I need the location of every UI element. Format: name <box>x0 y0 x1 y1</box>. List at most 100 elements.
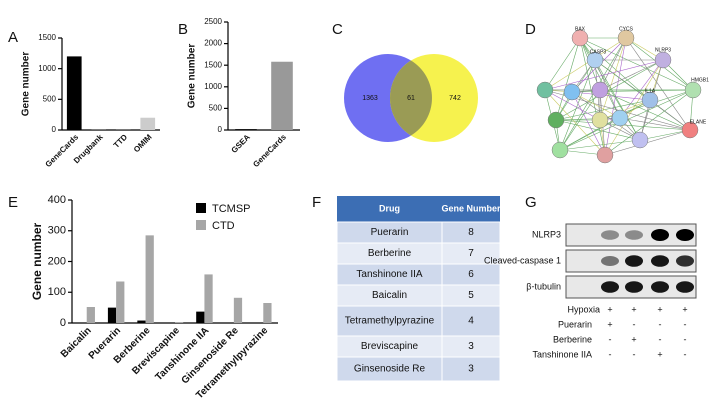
network: BAX CYCS CASP3 NLRP3 HMGB1 IL1A ELANE <box>536 26 709 164</box>
node-label: CASP3 <box>590 49 607 55</box>
bar <box>271 61 293 130</box>
band <box>651 255 669 267</box>
y-tick-label: 500 <box>209 104 223 113</box>
network-node <box>617 29 635 47</box>
bar <box>140 117 156 130</box>
network-edge <box>559 117 621 151</box>
y-tick-label: 500 <box>43 94 57 103</box>
network-edge <box>594 59 641 141</box>
network-edge <box>599 59 664 91</box>
treatment-sign: + <box>631 334 636 344</box>
band <box>601 230 619 240</box>
network-edge <box>599 99 651 121</box>
treatment-sign: - <box>659 319 662 329</box>
network-edge <box>571 91 621 119</box>
y-tick-label: 0 <box>60 317 66 329</box>
table-row <box>336 221 501 244</box>
panel-label: F <box>312 194 321 211</box>
table-row <box>336 284 501 307</box>
network-edge <box>559 59 596 151</box>
network-edge <box>544 89 601 121</box>
table-cell: Tanshinone IIA <box>356 269 422 280</box>
network-node <box>547 111 565 129</box>
band-label: β-tubulin <box>526 281 561 291</box>
table-header-cell: Drug <box>379 203 400 213</box>
legend-label: TCMSP <box>212 203 251 215</box>
y-tick-label: 400 <box>48 194 66 206</box>
bar <box>233 297 243 323</box>
x-tick-label: GeneCards <box>44 132 81 169</box>
bar <box>175 322 184 323</box>
network-node <box>631 131 649 149</box>
network-edge <box>619 117 691 131</box>
network-node <box>654 51 672 69</box>
bar <box>86 307 95 323</box>
x-tick-label: TTD <box>112 132 130 150</box>
treatment-label: Hypoxia <box>567 304 600 314</box>
table-row <box>336 242 501 265</box>
band <box>676 255 694 267</box>
network-node <box>563 83 581 101</box>
treatment-label: Berberine <box>553 334 592 344</box>
bar <box>137 320 146 323</box>
panel-label: C <box>332 21 343 38</box>
network-edge <box>544 37 581 91</box>
table-row <box>336 356 501 382</box>
network-edge <box>559 139 641 151</box>
network-edge <box>604 59 664 156</box>
node-label: CYCS <box>619 26 634 32</box>
table-cell: 6 <box>468 269 474 280</box>
treatment-sign: + <box>657 349 662 359</box>
table-cell: 3 <box>468 341 474 352</box>
bar <box>263 303 272 323</box>
network-edge <box>579 37 694 91</box>
network-edge <box>555 99 651 121</box>
table-cell: Berberine <box>368 248 412 259</box>
table-cell: 7 <box>468 248 474 259</box>
treatment-sign: + <box>657 304 662 314</box>
table-cell: Baicalin <box>372 290 407 301</box>
bar <box>145 235 154 323</box>
network-edge <box>571 91 606 156</box>
treatment-sign: - <box>684 349 687 359</box>
network-node <box>551 141 569 159</box>
network-edge <box>619 59 664 119</box>
treatment-sign: - <box>633 349 636 359</box>
table-cell: Tetramethylpyrazine <box>345 316 435 327</box>
network-node <box>681 121 699 139</box>
bar <box>66 56 82 130</box>
bar <box>116 281 125 323</box>
treatment-sign: - <box>633 319 636 329</box>
band-label: Cleaved-caspase 1 <box>484 255 561 265</box>
blot: NLRP3 Cleaved-caspase 1 β-tubulin Hypoxia + +… <box>484 229 694 359</box>
band <box>651 281 669 293</box>
network-node <box>684 81 702 99</box>
network-edge <box>604 89 694 156</box>
network-edge <box>571 91 651 101</box>
y-tick-label: 0 <box>218 125 223 134</box>
treatment-label: Puerarin <box>558 319 592 329</box>
venn-count: 742 <box>449 95 461 102</box>
network-node <box>571 29 589 47</box>
x-tick-label: GeneCards <box>251 132 288 169</box>
network-node <box>536 81 554 99</box>
panel-label: B <box>178 21 188 38</box>
band <box>601 281 619 293</box>
band <box>625 230 643 240</box>
y-tick-label: 1500 <box>204 60 222 69</box>
network-edge <box>599 89 691 131</box>
table-cell: Breviscapine <box>361 341 419 352</box>
network-node <box>641 91 659 109</box>
venn-count: 1363 <box>362 95 378 102</box>
band <box>651 229 669 241</box>
network-edge <box>579 37 606 156</box>
y-tick-label: 1000 <box>38 64 56 73</box>
network-node <box>586 51 604 69</box>
network-node <box>591 81 609 99</box>
network-edge <box>544 59 664 91</box>
band <box>676 281 694 293</box>
band <box>676 229 694 241</box>
x-tick-label: GSEA <box>230 132 253 155</box>
network-node <box>611 109 629 127</box>
panel-label: G <box>525 194 537 211</box>
